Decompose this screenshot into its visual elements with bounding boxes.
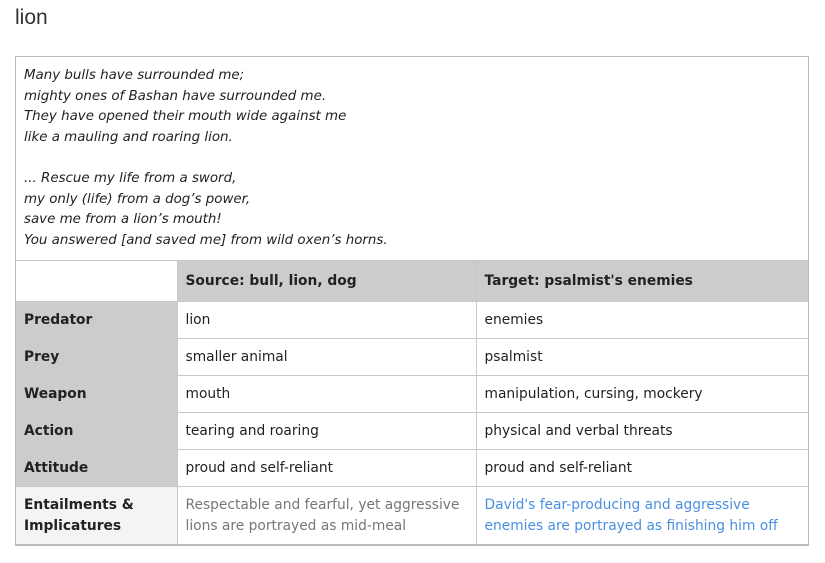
header-target: Target: psalmist's enemies [475, 260, 808, 302]
row-label: Weapon [16, 375, 178, 413]
table-row: Predator lion enemies [16, 301, 808, 339]
table-row: Weapon mouth manipulation, cursing, mock… [16, 375, 808, 413]
row-label: Action [16, 412, 178, 450]
quote-line: my only (life) from a dog’s power, [24, 191, 251, 207]
row-label: Attitude [16, 449, 178, 487]
table-row: Action tearing and roaring physical and … [16, 412, 808, 450]
target-cell: David's fear-producing and aggressive en… [475, 486, 808, 544]
source-cell: mouth [176, 375, 477, 413]
table-row: Prey smaller animal psalmist [16, 338, 808, 376]
source-cell: Respectable and fearful, yet aggressive … [176, 486, 477, 544]
header-source: Source: bull, lion, dog [176, 260, 477, 302]
target-cell: proud and self-reliant [475, 449, 808, 487]
table-header-row: Source: bull, lion, dog Target: psalmist… [16, 260, 808, 302]
header-empty [16, 260, 178, 302]
source-cell: tearing and roaring [176, 412, 477, 450]
table-row: Entailments & Implicatures Respectable a… [16, 486, 808, 544]
target-cell: psalmist [475, 338, 808, 376]
quote-line: You answered [and saved me] from wild ox… [24, 232, 388, 248]
row-label: Prey [16, 338, 178, 376]
table-row: Attitude proud and self-reliant proud an… [16, 449, 808, 487]
page-title: lion [15, 6, 48, 29]
target-cell: manipulation, cursing, mockery [475, 375, 808, 413]
quote-line: ... Rescue my life from a sword, [24, 170, 237, 186]
row-label: Entailments & Implicatures [16, 486, 178, 544]
quote-line: mighty ones of Bashan have surrounded me… [24, 88, 327, 104]
target-cell: physical and verbal threats [475, 412, 808, 450]
source-cell: smaller animal [176, 338, 477, 376]
quote-line: Many bulls have surrounded me; [24, 68, 245, 83]
quote-line: save me from a lion’s mouth! [24, 212, 222, 228]
scripture-quote: Many bulls have surrounded me; mighty on… [16, 57, 808, 260]
row-label: Predator [16, 301, 178, 339]
quote-line: like a mauling and roaring lion. [24, 129, 233, 145]
quote-line: They have opened their mouth wide agains… [24, 109, 347, 125]
content-box: Many bulls have surrounded me; mighty on… [15, 56, 809, 546]
source-cell: proud and self-reliant [176, 449, 477, 487]
target-cell: enemies [475, 301, 808, 339]
source-cell: lion [176, 301, 477, 339]
quote-line [24, 148, 800, 169]
metaphor-table: Source: bull, lion, dog Target: psalmist… [16, 260, 808, 544]
